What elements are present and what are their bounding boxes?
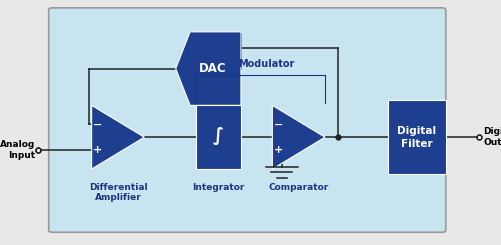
Text: Digital
Output: Digital Output xyxy=(482,127,501,147)
Text: Differential
Amplifier: Differential Amplifier xyxy=(89,183,147,202)
Text: +: + xyxy=(93,145,102,155)
Polygon shape xyxy=(91,105,144,169)
Polygon shape xyxy=(195,105,240,169)
Text: −: − xyxy=(93,120,102,129)
Text: Comparator: Comparator xyxy=(268,183,328,192)
FancyBboxPatch shape xyxy=(387,100,445,174)
Text: ∫: ∫ xyxy=(212,127,223,145)
Text: DAC: DAC xyxy=(198,62,226,75)
Text: Integrator: Integrator xyxy=(192,183,244,192)
Polygon shape xyxy=(175,32,240,105)
Text: Digital
Filter: Digital Filter xyxy=(396,126,435,149)
Text: Modulator: Modulator xyxy=(238,59,294,69)
Text: Analog
Input: Analog Input xyxy=(0,140,35,160)
Text: +: + xyxy=(273,145,283,155)
Polygon shape xyxy=(272,105,325,169)
Text: −: − xyxy=(273,120,283,129)
FancyBboxPatch shape xyxy=(49,8,445,232)
